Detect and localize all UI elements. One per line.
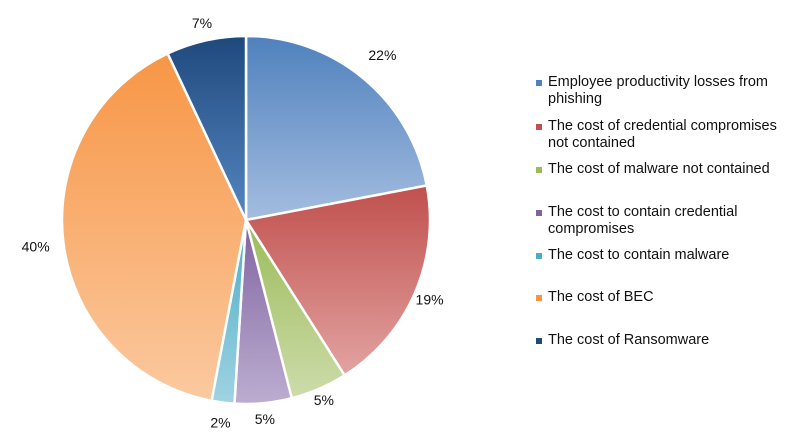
legend-item-contain-malware: The cost to contain malware	[536, 247, 798, 264]
legend-label: The cost of malware not contained	[548, 161, 770, 177]
legend-item-ransomware: The cost of Ransomware	[536, 332, 709, 349]
legend-swatch	[536, 295, 542, 301]
legend-swatch	[536, 80, 542, 86]
legend-item-malware-not-contained: The cost of malware not contained	[536, 161, 798, 178]
data-label: 5%	[255, 411, 275, 427]
legend-label: The cost of BEC	[548, 289, 654, 305]
legend-swatch	[536, 210, 542, 216]
data-label: 2%	[210, 414, 230, 430]
legend-item-credential-not-contained: The cost of credential compromises not c…	[536, 118, 793, 152]
legend-label: The cost of credential compromises not c…	[548, 118, 777, 151]
legend-label: The cost to contain malware	[548, 247, 730, 263]
data-label: 40%	[22, 239, 50, 255]
pie-slice	[243, 184, 432, 378]
data-label: 19%	[416, 291, 444, 307]
legend-item-employee-productivity: Employee productivity losses from phishi…	[536, 74, 788, 108]
legend-label: The cost of Ransomware	[548, 332, 710, 348]
legend-item-contain-credential: The cost to contain credential compromis…	[536, 204, 758, 238]
legend-swatch	[536, 253, 542, 259]
data-label: 22%	[368, 47, 396, 63]
legend-swatch	[536, 167, 542, 173]
pie-slice	[244, 34, 429, 222]
data-label: 7%	[192, 15, 212, 31]
pie-slices	[60, 34, 432, 406]
pie-slice	[60, 51, 248, 403]
pie-slice	[165, 34, 248, 221]
legend-swatch	[536, 338, 542, 344]
legend-label: Employee productivity losses from phishi…	[548, 74, 768, 107]
legend-item-bec: The cost of BEC	[536, 289, 654, 306]
legend-swatch	[536, 124, 542, 130]
pie-chart: 22% 19% 5% 5% 2% 40% 7%	[22, 15, 444, 431]
data-labels: 22% 19% 5% 5% 2% 40% 7%	[22, 15, 444, 431]
data-label: 5%	[314, 392, 334, 408]
legend-label: The cost to contain credential compromis…	[548, 204, 738, 237]
